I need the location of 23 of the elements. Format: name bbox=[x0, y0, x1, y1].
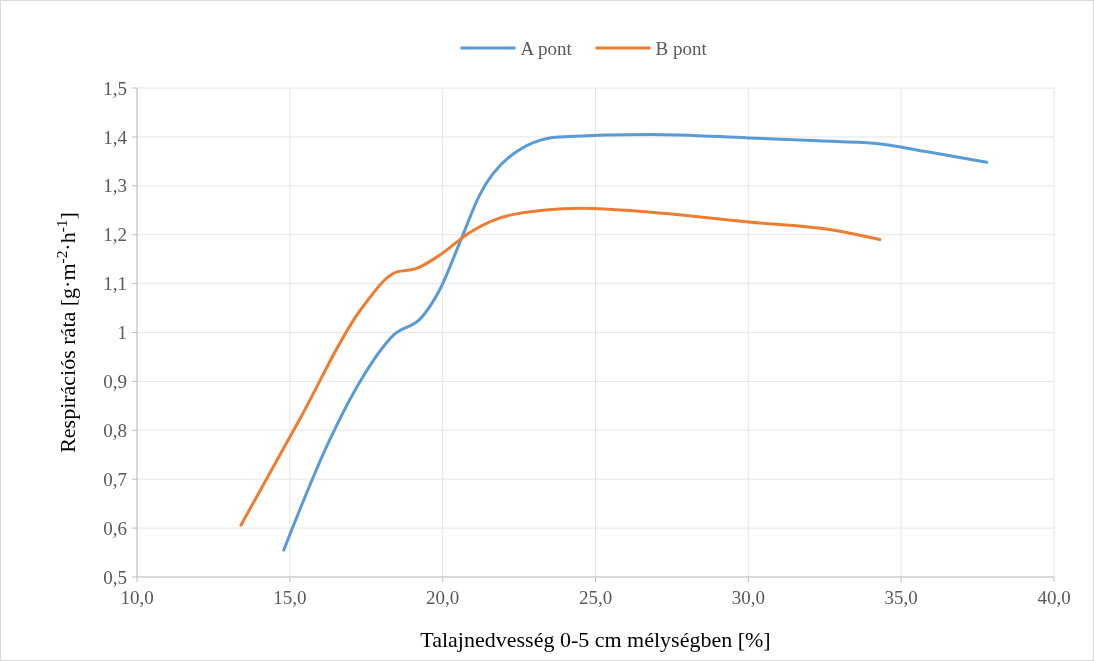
y-tick-label: 1,2 bbox=[103, 224, 127, 246]
y-tick-label: 1,5 bbox=[103, 77, 127, 99]
line-series bbox=[239, 206, 882, 527]
y-tick-label: 0,8 bbox=[103, 419, 127, 441]
y-tick-label: 0,5 bbox=[103, 566, 127, 588]
y-tick-label: 1,3 bbox=[103, 175, 127, 197]
x-axis-title: Talajnedvesség 0-5 cm mélységben [%] bbox=[420, 627, 771, 652]
line-series bbox=[282, 132, 989, 552]
x-tick-label: 25,0 bbox=[578, 587, 613, 608]
x-tick-label: 35,0 bbox=[884, 587, 918, 608]
y-tick-label: 0,9 bbox=[103, 371, 127, 393]
y-tick-label: 1,4 bbox=[103, 126, 128, 148]
legend-label: B pont bbox=[655, 37, 708, 59]
y-tick-label: 0,6 bbox=[103, 517, 127, 539]
x-tick-label: 10,0 bbox=[120, 587, 154, 608]
y-tick-label: 1,1 bbox=[103, 273, 127, 295]
y-tick-label: 0,7 bbox=[103, 468, 127, 490]
x-tick-label: 30,0 bbox=[731, 587, 765, 608]
x-tick-label: 20,0 bbox=[426, 587, 460, 608]
x-tick-label: 15,0 bbox=[273, 587, 307, 608]
x-tick-label: 40,0 bbox=[1037, 587, 1071, 608]
legend-label: A pont bbox=[520, 37, 573, 59]
y-tick-label: 1 bbox=[117, 322, 127, 344]
